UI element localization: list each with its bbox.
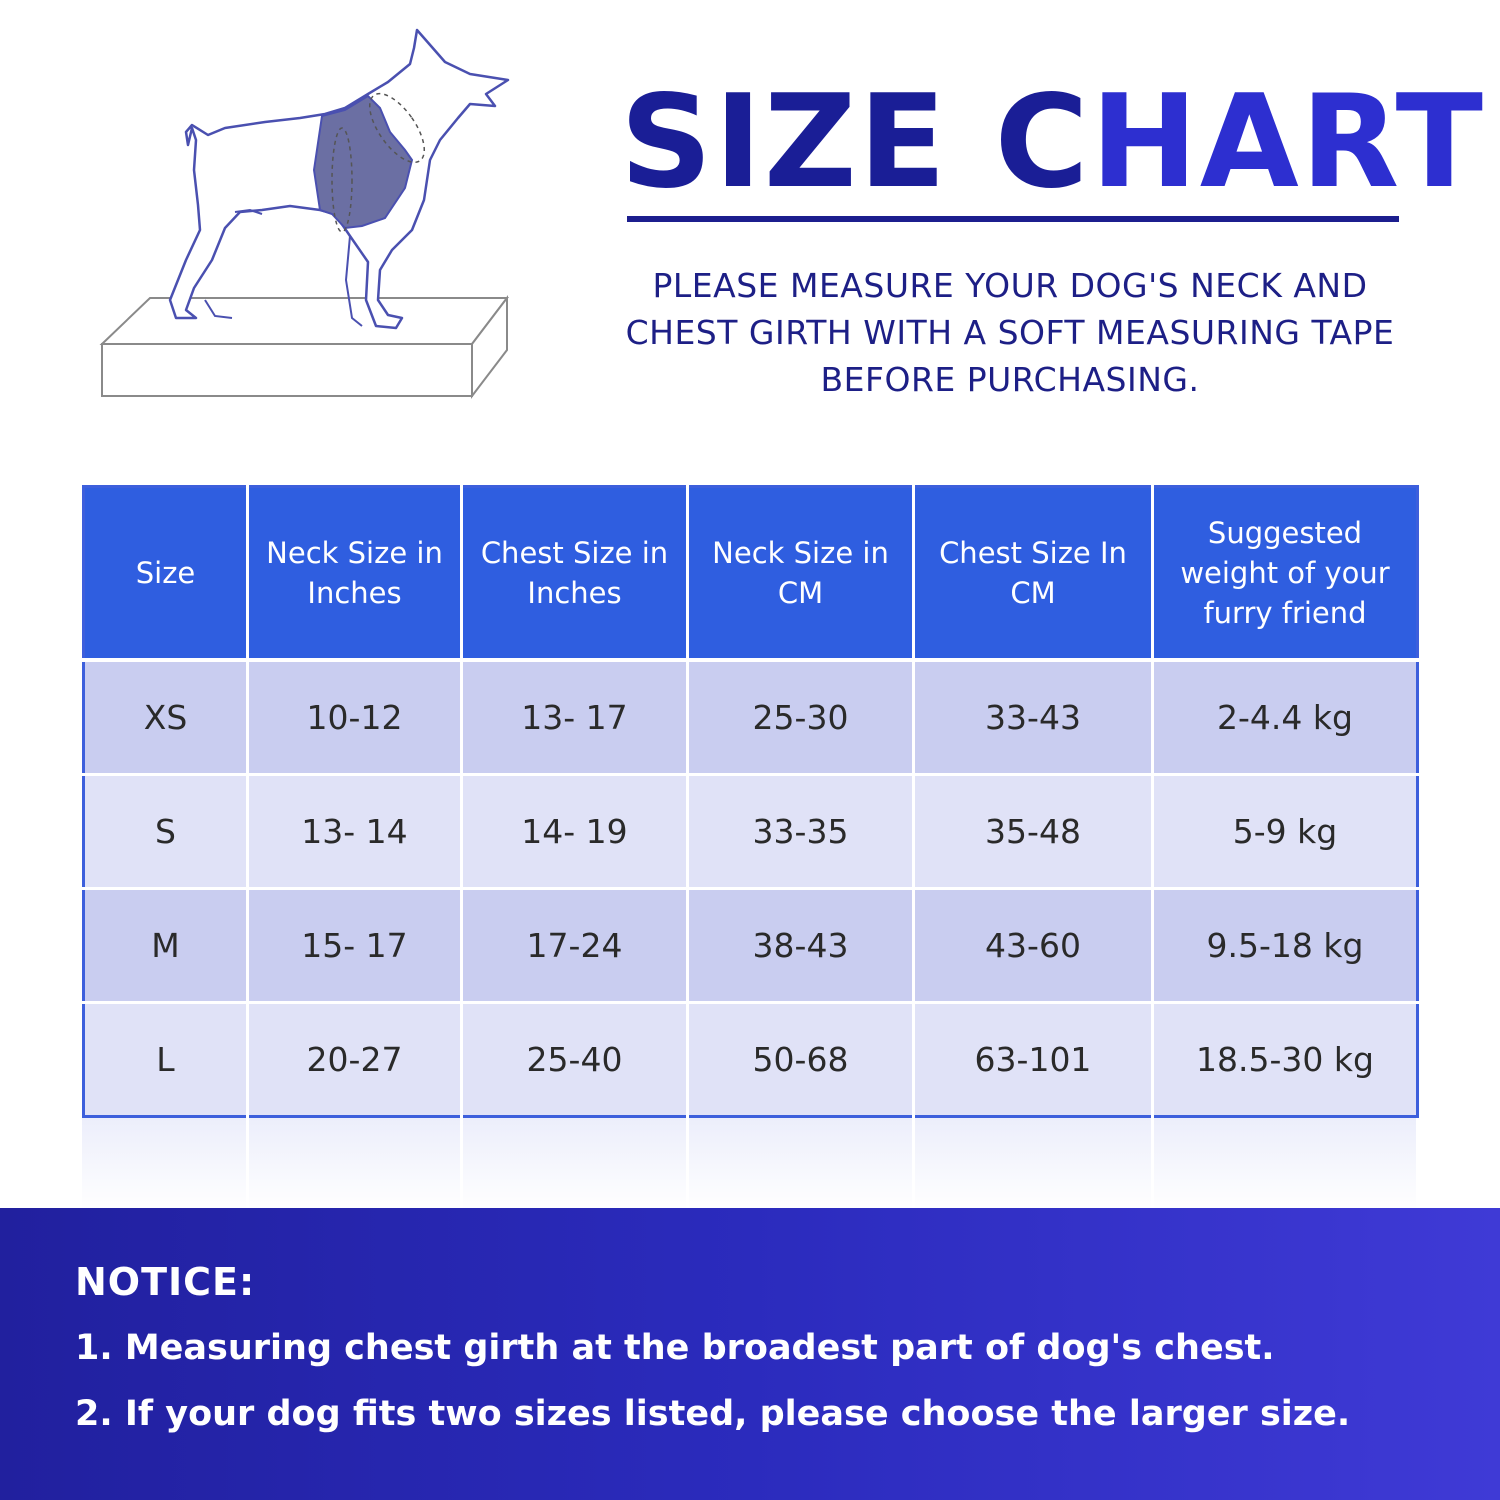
cell-neck-inches: 20-27 bbox=[247, 1002, 463, 1117]
table-row: M 15- 17 17-24 38-43 43-60 9.5-18 kg bbox=[83, 888, 1418, 1004]
column-header-chest-cm: Chest Size In CM bbox=[913, 486, 1154, 662]
column-header-neck-inches: Neck Size in Inches bbox=[247, 486, 463, 662]
notice-title: NOTICE: bbox=[75, 1260, 256, 1304]
cell-chest-inches: 14- 19 bbox=[461, 774, 689, 890]
cell-weight: 5-9 kg bbox=[1152, 774, 1418, 890]
cell-weight: 18.5-30 kg bbox=[1152, 1002, 1418, 1117]
measure-instructions: PLEASE MEASURE YOUR DOG'S NECK AND CHEST… bbox=[610, 262, 1410, 403]
table-row: L 20-27 25-40 50-68 63-101 18.5-30 kg bbox=[83, 1002, 1418, 1117]
cell-neck-cm: 50-68 bbox=[687, 1002, 915, 1117]
title-underline bbox=[627, 216, 1399, 222]
column-header-chest-inches: Chest Size in Inches bbox=[461, 486, 689, 662]
cell-neck-inches: 13- 14 bbox=[247, 774, 463, 890]
cell-chest-cm: 33-43 bbox=[913, 660, 1154, 776]
cell-weight: 9.5-18 kg bbox=[1152, 888, 1418, 1004]
cell-size: S bbox=[83, 774, 249, 890]
cell-chest-inches: 13- 17 bbox=[461, 660, 689, 776]
instruction-line: PLEASE MEASURE YOUR DOG'S NECK AND bbox=[652, 266, 1368, 305]
cell-neck-cm: 33-35 bbox=[687, 774, 915, 890]
title-part2: HART bbox=[1090, 68, 1485, 217]
table-row: XS 10-12 13- 17 25-30 33-43 2-4.4 kg bbox=[83, 660, 1418, 776]
instruction-line: CHEST GIRTH WITH A SOFT MEASURING TAPE bbox=[625, 313, 1395, 352]
notice-item: 2. If your dog fits two sizes listed, pl… bbox=[75, 1394, 1351, 1434]
cell-neck-cm: 38-43 bbox=[687, 888, 915, 1004]
column-header-weight: Suggested weight of your furry friend bbox=[1152, 486, 1418, 662]
notice-banner: NOTICE: 1. Measuring chest girth at the … bbox=[0, 1208, 1500, 1500]
cell-chest-cm: 35-48 bbox=[913, 774, 1154, 890]
cell-chest-cm: 63-101 bbox=[913, 1002, 1154, 1117]
title-part1: SIZE C bbox=[620, 68, 1091, 217]
cell-size: L bbox=[83, 1002, 249, 1117]
instruction-line: BEFORE PURCHASING. bbox=[820, 360, 1200, 399]
notice-item: 1. Measuring chest girth at the broadest… bbox=[75, 1328, 1275, 1368]
table-reflection bbox=[82, 1118, 1416, 1210]
cell-neck-cm: 25-30 bbox=[687, 660, 915, 776]
cell-chest-inches: 17-24 bbox=[461, 888, 689, 1004]
cell-size: M bbox=[83, 888, 249, 1004]
table-header-row: Size Neck Size in Inches Chest Size in Inc… bbox=[83, 486, 1418, 662]
column-header-neck-cm: Neck Size in CM bbox=[687, 486, 915, 662]
page-title: SIZE CHART bbox=[620, 78, 1483, 208]
cell-neck-inches: 15- 17 bbox=[247, 888, 463, 1004]
size-table: Size Neck Size in Inches Chest Size in Inc… bbox=[82, 485, 1419, 1118]
cell-weight: 2-4.4 kg bbox=[1152, 660, 1418, 776]
cell-chest-inches: 25-40 bbox=[461, 1002, 689, 1117]
cell-neck-inches: 10-12 bbox=[247, 660, 463, 776]
column-header-size: Size bbox=[83, 486, 249, 662]
dog-on-block-harness-icon bbox=[99, 28, 510, 399]
cell-chest-cm: 43-60 bbox=[913, 888, 1154, 1004]
table-row: S 13- 14 14- 19 33-35 35-48 5-9 kg bbox=[83, 774, 1418, 890]
cell-size: XS bbox=[83, 660, 249, 776]
